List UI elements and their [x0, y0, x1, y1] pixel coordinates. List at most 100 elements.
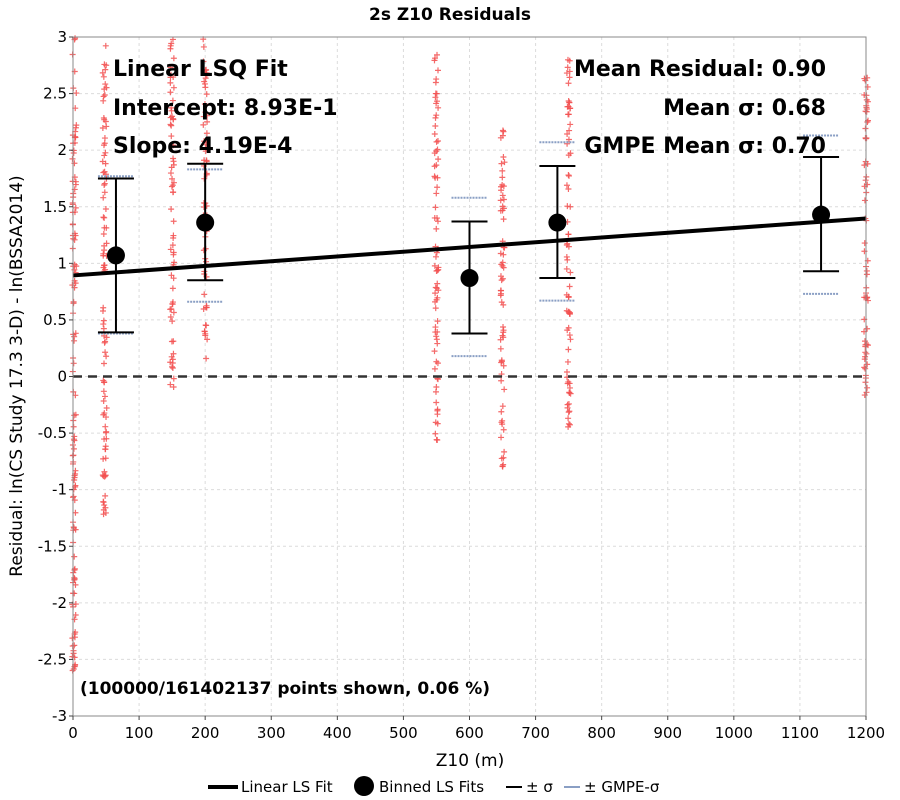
- scatter-point: [170, 55, 177, 62]
- scatter-point: [864, 325, 871, 332]
- scatter-point: [100, 97, 107, 104]
- x-tick-label-7: 700: [521, 724, 550, 742]
- scatter-point: [101, 242, 108, 249]
- y-tick-label-8: -1: [52, 481, 67, 499]
- x-axis-ticks: 0 100 200 300 400 500 600 700 800 900 1000 1100 1200: [68, 716, 885, 742]
- scatter-point: [434, 280, 441, 287]
- scatter-point: [101, 502, 108, 509]
- scatter-point: [500, 426, 507, 433]
- scatter-point: [499, 262, 506, 269]
- scatter-point: [200, 58, 207, 65]
- scatter-point: [72, 526, 79, 533]
- scatter-point: [500, 205, 507, 212]
- scatter-point: [433, 100, 440, 107]
- binned-fit-point-2: [460, 269, 479, 288]
- scatter-point: [72, 611, 79, 618]
- scatter-point: [201, 78, 208, 85]
- y-tick-label-5: 0.5: [43, 311, 67, 329]
- scatter-point: [100, 214, 107, 221]
- scatter-point: [433, 358, 440, 365]
- y-axis-ticks: 3 2.5 2 1.5 1 0.5 0 -0.5 -1 -1.5 -2 -2.5 -3: [38, 28, 73, 725]
- scatter-point: [169, 301, 176, 308]
- scatter-point: [71, 616, 78, 623]
- scatter-point: [101, 91, 108, 98]
- x-tick-label-3: 300: [257, 724, 286, 742]
- legend-label-sigma: ± σ: [526, 778, 553, 796]
- scatter-point: [170, 218, 177, 225]
- scatter-point: [167, 79, 174, 86]
- scatter-point: [170, 275, 177, 282]
- scatter-point: [565, 346, 572, 353]
- scatter-point: [101, 339, 108, 346]
- scatter-point: [566, 408, 573, 415]
- scatter-point: [567, 269, 574, 276]
- scatter-point: [566, 332, 573, 339]
- scatter-point: [170, 338, 177, 345]
- scatter-point: [204, 112, 211, 119]
- y-tick-label-7: -0.5: [38, 424, 67, 442]
- scatter-point: [497, 207, 504, 214]
- scatter-point: [432, 305, 439, 312]
- scatter-point: [102, 349, 109, 356]
- scatter-point: [500, 329, 507, 336]
- scatter-point: [168, 107, 175, 114]
- scatter-point: [170, 161, 177, 168]
- scatter-point: [565, 111, 572, 118]
- y-axis-label: Residual: ln(CS Study 17.3 3-D) - ln(BSS…: [7, 175, 27, 576]
- scatter-point: [565, 415, 572, 422]
- scatter-point: [100, 498, 107, 505]
- scatter-point: [71, 266, 78, 273]
- scatter-point: [862, 349, 869, 356]
- scatter-point: [103, 224, 110, 231]
- scatter-point: [434, 436, 441, 443]
- scatter-point: [500, 216, 507, 223]
- scatter-point: [203, 130, 210, 137]
- scatter-point: [72, 330, 79, 337]
- x-tick-label-1: 100: [125, 724, 154, 742]
- scatter-point: [566, 389, 573, 396]
- y-tick-label-0: 3: [57, 28, 67, 46]
- x-tick-label-12: 1200: [847, 724, 885, 742]
- scatter-point: [861, 356, 868, 363]
- scatter-point: [170, 84, 177, 91]
- scatter-point: [432, 290, 439, 297]
- scatter-point: [170, 350, 177, 357]
- scatter-point: [70, 298, 77, 305]
- scatter-point: [563, 70, 570, 77]
- scatter-point: [565, 103, 572, 110]
- scatter-point: [203, 91, 210, 98]
- scatter-point: [864, 361, 871, 368]
- scatter-point: [434, 218, 441, 225]
- scatter-point: [102, 206, 109, 213]
- scatter-point: [167, 246, 174, 253]
- scatter-point: [434, 294, 441, 301]
- scatter-point: [500, 362, 507, 369]
- scatter-point: [431, 348, 438, 355]
- scatter-point: [203, 355, 210, 362]
- scatter-point: [99, 124, 106, 131]
- scatter-point: [497, 183, 504, 190]
- scatter-point: [99, 69, 106, 76]
- scatter-point: [567, 336, 574, 343]
- scatter-point: [565, 185, 572, 192]
- scatter-point: [566, 421, 573, 428]
- scatter-point: [565, 420, 572, 427]
- legend-label-binned-fits: Binned LS Fits: [379, 778, 484, 796]
- scatter-point: [863, 341, 870, 348]
- scatter-point: [201, 157, 208, 164]
- scatter-point: [202, 144, 209, 151]
- scatter-point: [170, 384, 177, 391]
- scatter-point: [433, 225, 440, 232]
- scatter-point: [432, 79, 439, 86]
- scatter-point: [433, 333, 440, 340]
- scatter-point: [71, 553, 78, 560]
- scatter-point: [100, 321, 107, 328]
- scatter-point: [70, 445, 77, 452]
- scatter-point: [72, 601, 79, 608]
- scatter-point: [71, 642, 78, 649]
- scatter-point: [434, 184, 441, 191]
- scatter-point: [100, 231, 107, 238]
- scatter-point: [169, 365, 176, 372]
- scatter-point: [101, 140, 108, 147]
- scatter-point: [202, 84, 209, 91]
